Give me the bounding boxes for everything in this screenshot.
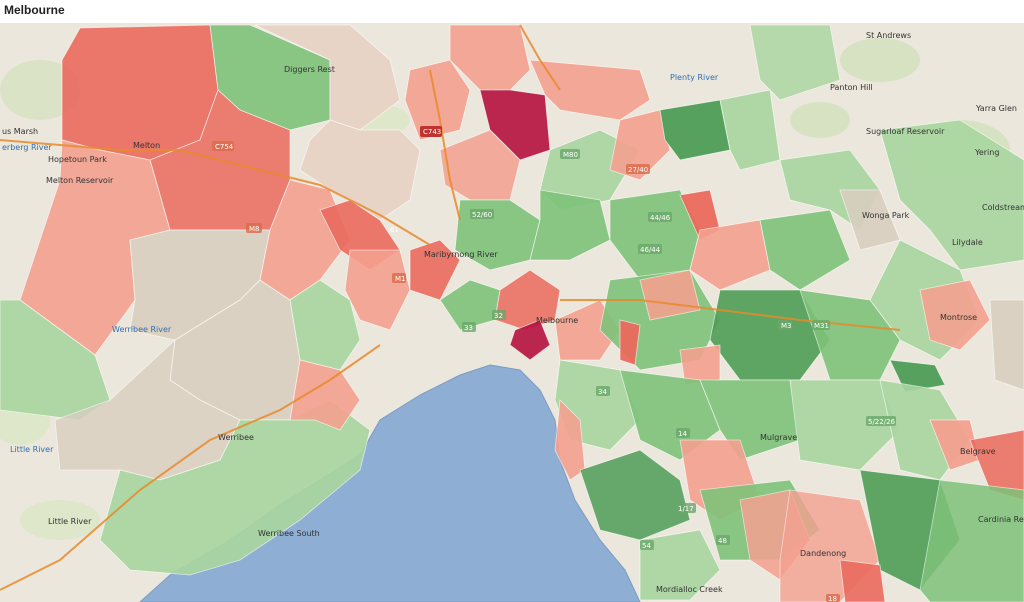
suburb-regions-south-east[interactable] — [554, 359, 1024, 602]
place-label-marsh-partial: us Marsh — [2, 127, 38, 136]
place-label-melton-reservoir: Melton Reservoir — [46, 176, 114, 185]
road-shield-1-17: 1/17 — [678, 505, 694, 513]
place-label-mordialloc-creek: Mordialloc Creek — [656, 585, 723, 594]
road-shield-m1: M1 — [395, 275, 406, 283]
road-shield-46-44: 46/44 — [640, 246, 661, 254]
place-label-wonga-park: Wonga Park — [862, 211, 910, 220]
place-label-melton: Melton — [133, 141, 160, 150]
road-shield-5-22-26: 5/22/26 — [868, 418, 896, 426]
place-label-werribee: Werribee — [218, 433, 254, 442]
place-label-dandenong: Dandenong — [800, 549, 846, 558]
road-shield-33: 33 — [464, 324, 473, 332]
place-labels: St Andrews Panton Hill Yarra Glen Sugarl… — [2, 31, 1024, 594]
place-label-werribee-river: Werribee River — [112, 325, 172, 334]
road-shield-32: 32 — [494, 312, 503, 320]
road-shield-c743: C743 — [423, 128, 441, 136]
map-canvas[interactable]: St Andrews Panton Hill Yarra Glen Sugarl… — [0, 23, 1024, 602]
road-shield-48: 48 — [718, 537, 727, 545]
road-shield-m80: M80 — [563, 151, 578, 159]
road-shield-61: 61 — [390, 226, 399, 234]
choropleth-map[interactable]: St Andrews Panton Hill Yarra Glen Sugarl… — [0, 23, 1024, 602]
place-label-cardinia: Cardinia Reservoir — [978, 515, 1024, 524]
place-label-werribee-south: Werribee South — [258, 529, 320, 538]
place-label-yering: Yering — [974, 148, 999, 157]
place-label-belgrave: Belgrave — [960, 447, 996, 456]
place-label-hopetoun-park: Hopetoun Park — [48, 155, 107, 164]
place-label-plenty-river: Plenty River — [670, 73, 719, 82]
place-label-maribyrnong: Maribyrnong River — [424, 250, 498, 259]
place-label-mulgrave: Mulgrave — [760, 433, 797, 442]
road-shield-18: 18 — [828, 595, 837, 602]
place-label-river-partial: erberg River — [2, 143, 52, 152]
road-shield-52-60: 52/60 — [472, 211, 492, 219]
place-label-little-river-water: Little River — [10, 445, 54, 454]
place-label-coldstream: Coldstream — [982, 203, 1024, 212]
place-label-diggers-rest: Diggers Rest — [284, 65, 335, 74]
road-shield-34: 34 — [598, 388, 607, 396]
freeway-lines — [0, 24, 901, 591]
road-shield-27-40: 27/40 — [628, 166, 648, 174]
place-label-little-river-town: Little River — [48, 517, 92, 526]
road-shield-54: 54 — [642, 542, 651, 550]
place-label-melbourne: Melbourne — [536, 316, 578, 325]
road-shields: C743 C754 M8 M80 M1 M3 M31 27/40 44/46 4… — [212, 126, 896, 602]
road-shield-m3: M3 — [781, 322, 792, 330]
place-label-yarra-glen: Yarra Glen — [975, 104, 1017, 113]
road-shield-14: 14 — [678, 430, 687, 438]
place-label-panton-hill: Panton Hill — [830, 83, 873, 92]
road-shield-m31: M31 — [814, 322, 829, 330]
road-shield-44-46: 44/46 — [650, 214, 671, 222]
place-label-lilydale: Lilydale — [952, 238, 983, 247]
place-label-sugarloaf: Sugarloaf Reservoir — [866, 127, 945, 136]
road-shield-m8: M8 — [249, 225, 260, 233]
road-shield-c754: C754 — [215, 143, 234, 151]
place-label-montrose: Montrose — [940, 313, 977, 322]
place-label-st-andrews: St Andrews — [866, 31, 911, 40]
suburb-regions-north[interactable] — [254, 24, 841, 331]
page-title: Melbourne — [4, 3, 65, 17]
